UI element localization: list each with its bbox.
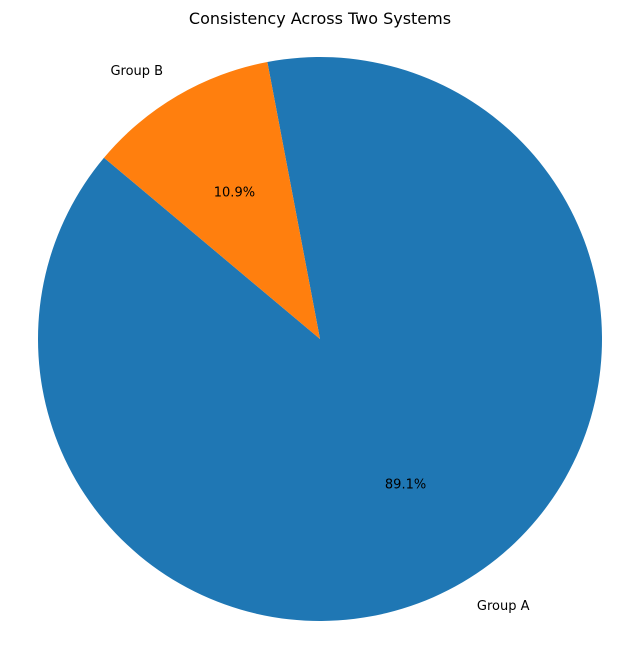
pie-slice-group-b — [103, 61, 320, 340]
chart-title: Consistency Across Two Systems — [189, 9, 451, 28]
pie-slice-group-a — [38, 57, 602, 622]
pie-labels: Group A 89.1% Group B 10.9% — [110, 64, 529, 614]
percent-label-group-b: 10.9% — [214, 186, 255, 201]
slice-label-group-b: Group B — [110, 64, 163, 79]
slice-label-group-a: Group A — [477, 599, 530, 614]
percent-label-group-a: 89.1% — [385, 477, 426, 492]
pie-slices — [38, 57, 602, 622]
